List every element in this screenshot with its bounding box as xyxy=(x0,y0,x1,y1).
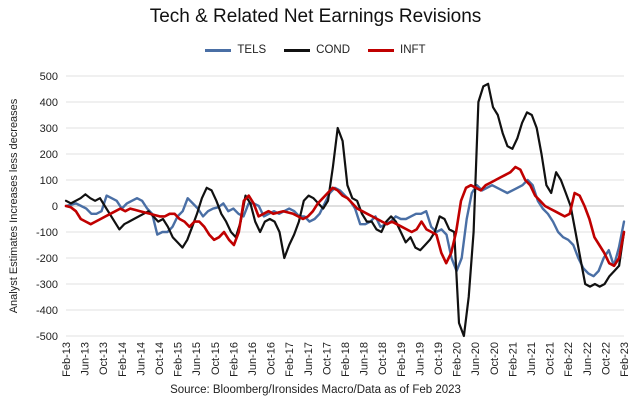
legend-item-inft: INFT xyxy=(368,44,426,56)
x-tick-label: Feb-14 xyxy=(117,342,129,377)
y-tick-label: 300 xyxy=(40,123,58,135)
legend-item-tels: TELS xyxy=(205,44,266,56)
x-tick-label: Feb-23 xyxy=(619,342,631,377)
x-tick-label: Feb-22 xyxy=(563,342,575,377)
y-tick-label: -400 xyxy=(36,305,58,317)
y-tick-label: -300 xyxy=(36,279,58,291)
x-tick-label: Jun-15 xyxy=(191,342,203,376)
x-tick-label: Feb-15 xyxy=(173,342,185,377)
y-tick-label: -500 xyxy=(36,331,58,343)
y-tick-label: -100 xyxy=(36,227,58,239)
x-tick-label: Feb-16 xyxy=(228,342,240,377)
y-tick-label: -200 xyxy=(36,253,58,265)
x-tick-label: Jun-17 xyxy=(303,342,315,376)
x-tick-label: Jun-19 xyxy=(414,342,426,376)
chart-title: Tech & Related Net Earnings Revisions xyxy=(149,6,482,27)
x-tick-label: Jun-22 xyxy=(582,342,594,376)
x-tick-label: Feb-18 xyxy=(340,342,352,377)
x-tick-label: Oct-19 xyxy=(433,342,445,375)
x-tick-label: Feb-13 xyxy=(61,342,73,377)
series-line-tels xyxy=(64,178,626,278)
x-tick-label: Jun-14 xyxy=(135,342,147,376)
series-line-cond xyxy=(64,82,626,338)
y-tick-label: 200 xyxy=(40,149,58,161)
legend-item-cond: COND xyxy=(284,44,350,56)
x-tick-label: Oct-13 xyxy=(98,342,110,375)
x-tick-label: Oct-15 xyxy=(210,342,222,375)
legend-swatch-cond xyxy=(284,48,311,52)
x-tick-label: Jun-21 xyxy=(526,342,538,376)
legend-label-tels: TELS xyxy=(237,44,267,56)
x-tick-label: Oct-14 xyxy=(154,342,166,375)
x-tick-label: Jun-18 xyxy=(359,342,371,376)
x-tick-label: Jun-20 xyxy=(470,342,482,376)
series-line-inft xyxy=(64,165,626,268)
x-tick-label: Oct-22 xyxy=(600,342,612,375)
y-tick-label: 500 xyxy=(40,71,58,83)
legend-label-inft: INFT xyxy=(400,44,426,56)
x-tick-label: Feb-19 xyxy=(396,342,408,377)
x-tick-label: Feb-20 xyxy=(452,342,464,377)
x-tick-label: Jun-13 xyxy=(80,342,92,376)
legend: TELS COND INFT xyxy=(0,44,631,56)
x-tick-label: Oct-16 xyxy=(266,342,278,375)
x-tick-label: Oct-18 xyxy=(377,342,389,375)
x-tick-label: Feb-21 xyxy=(507,342,519,377)
x-tick-label: Feb-17 xyxy=(284,342,296,377)
x-tick-label: Oct-20 xyxy=(489,342,501,375)
y-tick-label: 400 xyxy=(40,97,58,109)
x-tick-label: Jun-16 xyxy=(247,342,259,376)
source-note: Source: Bloomberg/Ironsides Macro/Data a… xyxy=(170,384,461,396)
y-tick-label: 0 xyxy=(52,201,58,213)
x-tick-label: Oct-21 xyxy=(545,342,557,375)
legend-swatch-inft xyxy=(368,48,395,52)
legend-label-cond: COND xyxy=(316,44,351,56)
y-tick-label: 100 xyxy=(40,175,58,187)
legend-swatch-tels xyxy=(205,48,232,52)
x-tick-label: Oct-17 xyxy=(321,342,333,375)
